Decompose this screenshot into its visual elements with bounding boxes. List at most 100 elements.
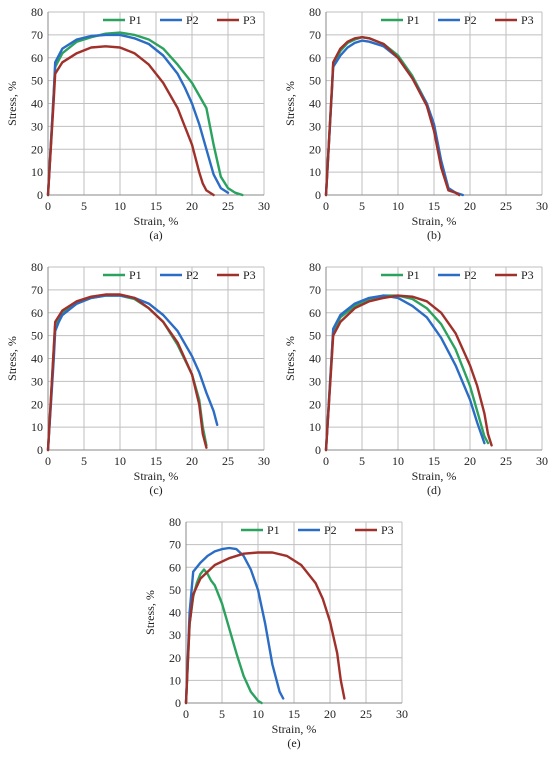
legend-label-p2: P2	[324, 523, 337, 537]
y-tick-label: 10	[31, 420, 43, 434]
y-tick-label: 20	[31, 142, 43, 156]
y-tick-label: 80	[309, 5, 321, 19]
x-tick-label: 0	[323, 454, 329, 468]
x-tick-label: 30	[536, 454, 548, 468]
x-tick-label: 20	[186, 199, 198, 213]
y-tick-label: 80	[309, 260, 321, 274]
y-axis-label: Stress, %	[283, 336, 297, 381]
y-tick-label: 0	[37, 443, 43, 457]
x-tick-label: 30	[536, 199, 548, 213]
x-axis-label: Strain, %	[412, 214, 457, 228]
y-tick-label: 70	[309, 28, 321, 42]
y-tick-label: 30	[31, 374, 43, 388]
y-tick-label: 10	[309, 420, 321, 434]
y-tick-label: 10	[309, 165, 321, 179]
x-tick-label: 30	[258, 454, 270, 468]
x-tick-label: 0	[45, 199, 51, 213]
chart-panel-4: 0 5 10 15 20 25 30 0 10 20 30 40 50 60 70 80 Strain, % St…	[283, 260, 548, 497]
y-tick-label: 60	[309, 51, 321, 65]
y-tick-label: 40	[309, 97, 321, 111]
y-tick-label: 10	[31, 165, 43, 179]
x-tick-label: 15	[288, 707, 300, 721]
legend-label-p3: P3	[381, 523, 394, 537]
y-tick-label: 40	[169, 606, 181, 620]
legend-label-p1: P1	[407, 13, 420, 27]
x-tick-label: 0	[323, 199, 329, 213]
y-tick-label: 60	[169, 560, 181, 574]
series-line-p2	[184, 546, 285, 705]
panel-label: (d)	[427, 483, 441, 497]
y-tick-label: 10	[169, 673, 181, 687]
y-tick-label: 30	[169, 628, 181, 642]
series-line-p3	[324, 36, 461, 197]
x-tick-label: 20	[464, 199, 476, 213]
y-tick-label: 50	[169, 583, 181, 597]
series-line-p1	[46, 31, 244, 197]
legend-label-p1: P1	[267, 523, 280, 537]
x-tick-label: 10	[392, 199, 404, 213]
y-axis-label: Stress, %	[5, 336, 19, 381]
x-tick-label: 25	[360, 707, 372, 721]
legend-label-p1: P1	[129, 268, 142, 282]
chart-panel-1: 0 5 10 15 20 25 30 0 10 20 30 40 50 60 70 80 Strain, % St…	[5, 5, 270, 242]
y-tick-label: 50	[31, 329, 43, 343]
x-tick-label: 10	[114, 199, 126, 213]
series-line-p1	[324, 36, 461, 197]
x-tick-label: 10	[252, 707, 264, 721]
y-tick-label: 80	[31, 260, 43, 274]
y-tick-label: 40	[31, 352, 43, 366]
y-tick-label: 40	[31, 97, 43, 111]
legend-label-p3: P3	[243, 268, 256, 282]
chart-panel-3: 0 5 10 15 20 25 30 0 10 20 30 40 50 60 70 80 Strain, % St…	[5, 260, 270, 497]
x-tick-label: 10	[392, 454, 404, 468]
x-axis-label: Strain, %	[134, 214, 179, 228]
series-line-p2	[324, 294, 486, 452]
y-tick-label: 60	[309, 306, 321, 320]
x-tick-label: 5	[81, 199, 87, 213]
y-tick-label: 60	[31, 51, 43, 65]
chart-panel-2: 0 5 10 15 20 25 30 0 10 20 30 40 50 60 70 80 Strain, % St…	[283, 5, 548, 242]
x-tick-label: 10	[114, 454, 126, 468]
y-tick-label: 80	[31, 5, 43, 19]
y-tick-label: 0	[37, 188, 43, 202]
y-tick-label: 70	[31, 283, 43, 297]
series-line-p3	[184, 551, 346, 705]
series-line-p3	[324, 294, 493, 452]
x-tick-label: 15	[150, 454, 162, 468]
series-line-p3	[46, 45, 215, 197]
x-tick-label: 15	[150, 199, 162, 213]
x-tick-label: 30	[258, 199, 270, 213]
y-tick-label: 30	[309, 119, 321, 133]
x-tick-label: 20	[324, 707, 336, 721]
y-tick-label: 20	[169, 651, 181, 665]
x-tick-label: 25	[500, 454, 512, 468]
x-tick-label: 20	[186, 454, 198, 468]
y-tick-label: 50	[309, 74, 321, 88]
y-tick-label: 60	[31, 306, 43, 320]
y-axis-label: Stress, %	[5, 81, 19, 126]
y-tick-label: 70	[31, 28, 43, 42]
panel-label: (c)	[149, 483, 162, 497]
y-tick-label: 80	[169, 515, 181, 529]
y-tick-label: 50	[309, 329, 321, 343]
panel-label: (e)	[287, 736, 300, 750]
y-axis-label: Stress, %	[283, 81, 297, 126]
x-axis-label: Strain, %	[134, 469, 179, 483]
legend-label-p1: P1	[129, 13, 142, 27]
legend-label-p2: P2	[186, 13, 199, 27]
x-tick-label: 25	[222, 199, 234, 213]
legend-label-p1: P1	[407, 268, 420, 282]
x-tick-label: 0	[45, 454, 51, 468]
x-tick-label: 0	[183, 707, 189, 721]
legend-label-p3: P3	[243, 13, 256, 27]
y-tick-label: 20	[309, 397, 321, 411]
panel-label: (b)	[427, 228, 441, 242]
y-tick-label: 40	[309, 352, 321, 366]
x-tick-label: 5	[219, 707, 225, 721]
x-tick-label: 5	[359, 199, 365, 213]
legend-label-p3: P3	[521, 268, 534, 282]
y-tick-label: 0	[315, 443, 321, 457]
x-axis-label: Strain, %	[272, 722, 317, 736]
y-tick-label: 30	[31, 119, 43, 133]
y-tick-label: 0	[175, 696, 181, 710]
